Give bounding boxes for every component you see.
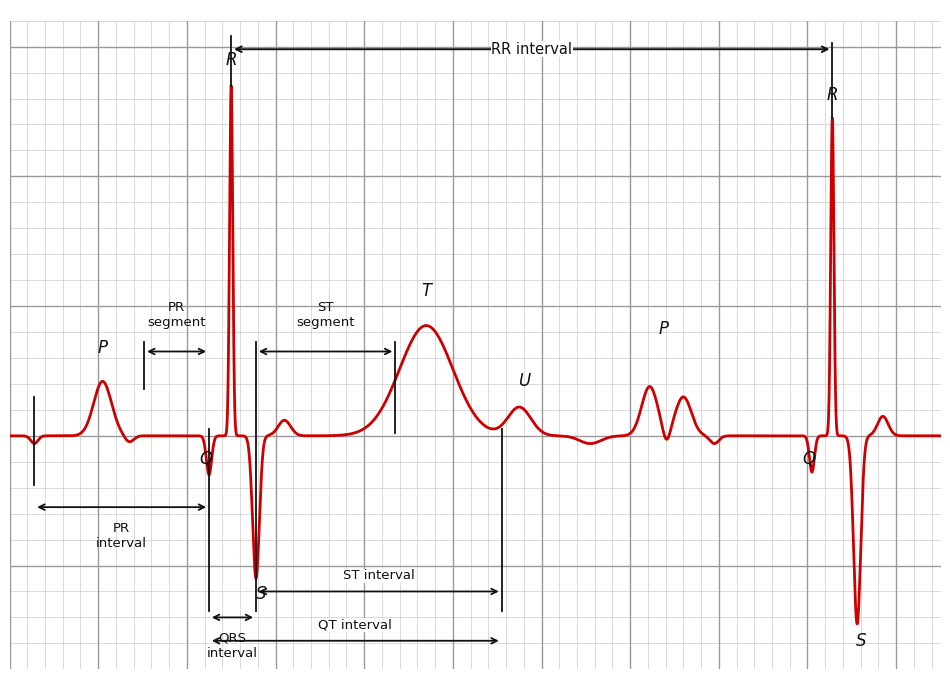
- Text: S: S: [855, 632, 866, 650]
- Text: ST
segment: ST segment: [296, 301, 355, 329]
- Text: QT interval: QT interval: [318, 619, 392, 632]
- Text: R: R: [225, 50, 237, 68]
- Text: P: P: [659, 320, 669, 338]
- Text: PR
interval: PR interval: [96, 522, 147, 550]
- Text: QRS
interval: QRS interval: [207, 632, 258, 660]
- Text: R: R: [826, 86, 838, 104]
- Text: RR interval: RR interval: [491, 41, 572, 57]
- Text: S: S: [256, 585, 267, 603]
- Text: Q: Q: [803, 450, 816, 468]
- Text: Q: Q: [199, 450, 212, 468]
- Text: ST interval: ST interval: [343, 569, 414, 582]
- Text: P: P: [98, 339, 107, 357]
- Text: T: T: [421, 282, 431, 299]
- Text: PR
segment: PR segment: [147, 301, 206, 329]
- Text: U: U: [518, 373, 530, 391]
